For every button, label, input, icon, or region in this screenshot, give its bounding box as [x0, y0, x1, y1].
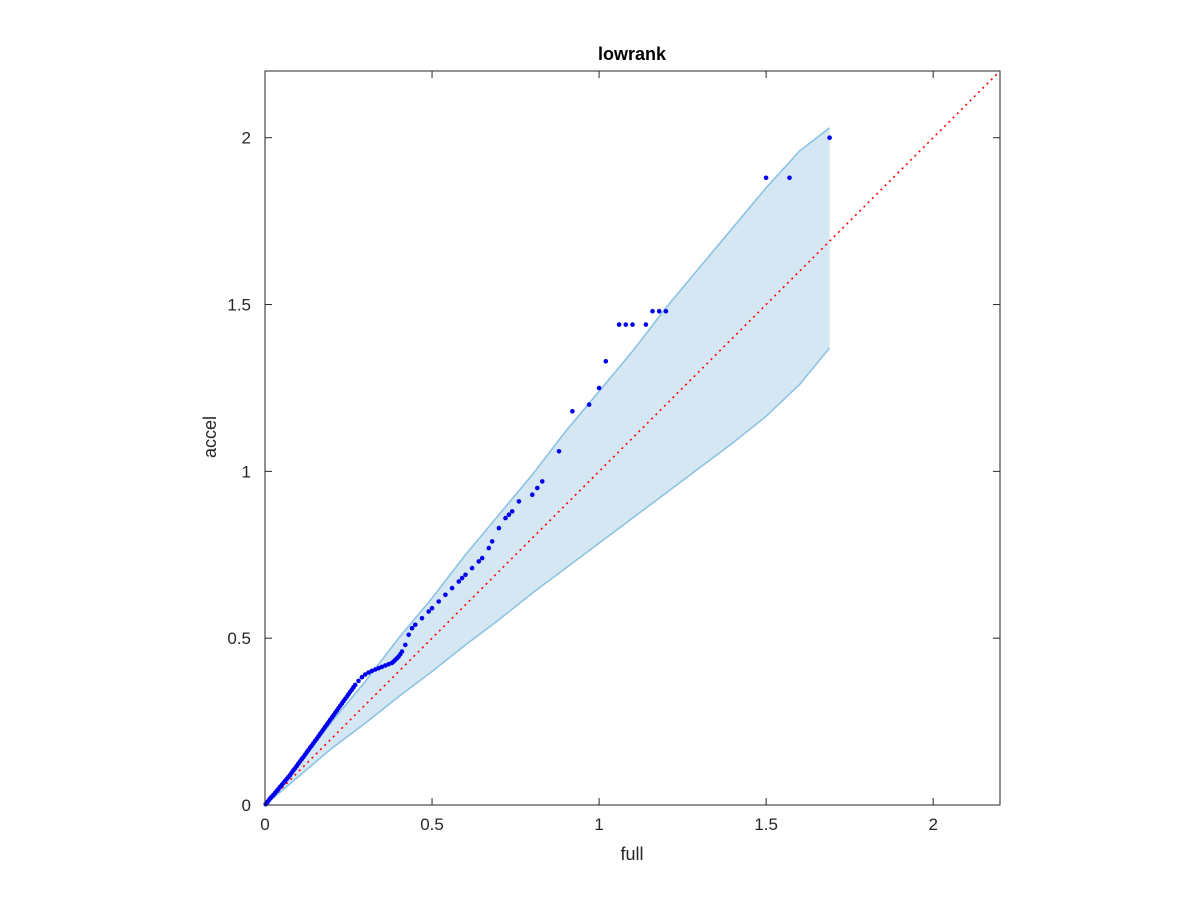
y-tick-label: 0 — [242, 796, 251, 815]
data-point — [479, 555, 485, 561]
data-point — [409, 625, 415, 631]
data-point — [509, 509, 515, 514]
y-tick-labels: 0 0.5 1 1.5 2 — [227, 129, 251, 815]
data-point — [436, 599, 442, 604]
data-point — [586, 402, 592, 407]
data-point — [656, 308, 662, 314]
x-tick-label: 2 — [928, 815, 937, 834]
data-point — [489, 539, 495, 544]
reference-diagonal — [264, 70, 1001, 806]
data-point — [496, 525, 502, 531]
data-point — [469, 565, 475, 571]
x-tick-labels: 0 0.5 1 1.5 2 — [260, 815, 938, 834]
y-axis-label: accel — [200, 416, 220, 458]
data-point — [596, 385, 602, 391]
y-tick-label: 0.5 — [227, 629, 251, 648]
data-point — [535, 485, 540, 491]
data-point — [449, 585, 455, 591]
data-point — [516, 499, 522, 504]
data-point — [463, 572, 468, 578]
data-point — [359, 674, 365, 680]
data-point — [419, 615, 425, 621]
data-point — [406, 632, 412, 638]
x-tick-label: 0.5 — [420, 815, 444, 834]
data-point — [506, 512, 512, 517]
y-tick-label: 1 — [242, 462, 251, 481]
data-point — [530, 492, 535, 498]
data-point — [352, 682, 358, 688]
x-tick-label: 1 — [594, 815, 603, 834]
axes-box — [264, 70, 1001, 806]
y-tick-label: 2 — [242, 129, 251, 148]
confidence-band — [264, 127, 831, 806]
data-point — [650, 308, 655, 314]
data-point — [362, 672, 368, 677]
data-point — [616, 322, 622, 327]
reference-line — [264, 70, 1001, 806]
data-point — [356, 678, 361, 684]
data-point — [403, 642, 408, 648]
data-point — [663, 308, 669, 314]
x-axis-label: full — [620, 844, 643, 864]
data-point — [827, 135, 832, 140]
data-point — [459, 575, 465, 581]
data-point — [443, 592, 448, 598]
data-point — [486, 545, 492, 551]
data-point — [643, 322, 649, 327]
data-point — [623, 322, 629, 327]
data-point — [603, 359, 609, 364]
chart-title: lowrank — [598, 44, 667, 64]
data-points — [263, 135, 832, 807]
y-tick-label: 1.5 — [227, 296, 251, 315]
data-point — [630, 322, 635, 327]
data-point — [413, 622, 418, 628]
data-point — [570, 409, 575, 414]
data-point — [426, 609, 432, 614]
x-tick-label: 0 — [260, 815, 269, 834]
data-point — [456, 579, 462, 584]
data-point — [763, 175, 769, 181]
data-point — [399, 649, 405, 654]
band-fill — [265, 127, 830, 805]
band-lower-edge — [264, 347, 831, 806]
data-point — [503, 515, 508, 521]
x-tick-label: 1.5 — [754, 815, 778, 834]
data-point — [787, 175, 792, 181]
data-point — [556, 449, 562, 454]
axes — [264, 70, 1001, 806]
data-point — [540, 479, 545, 484]
data-point — [429, 605, 435, 611]
data-point — [476, 559, 482, 564]
band-upper-edge — [264, 127, 831, 806]
